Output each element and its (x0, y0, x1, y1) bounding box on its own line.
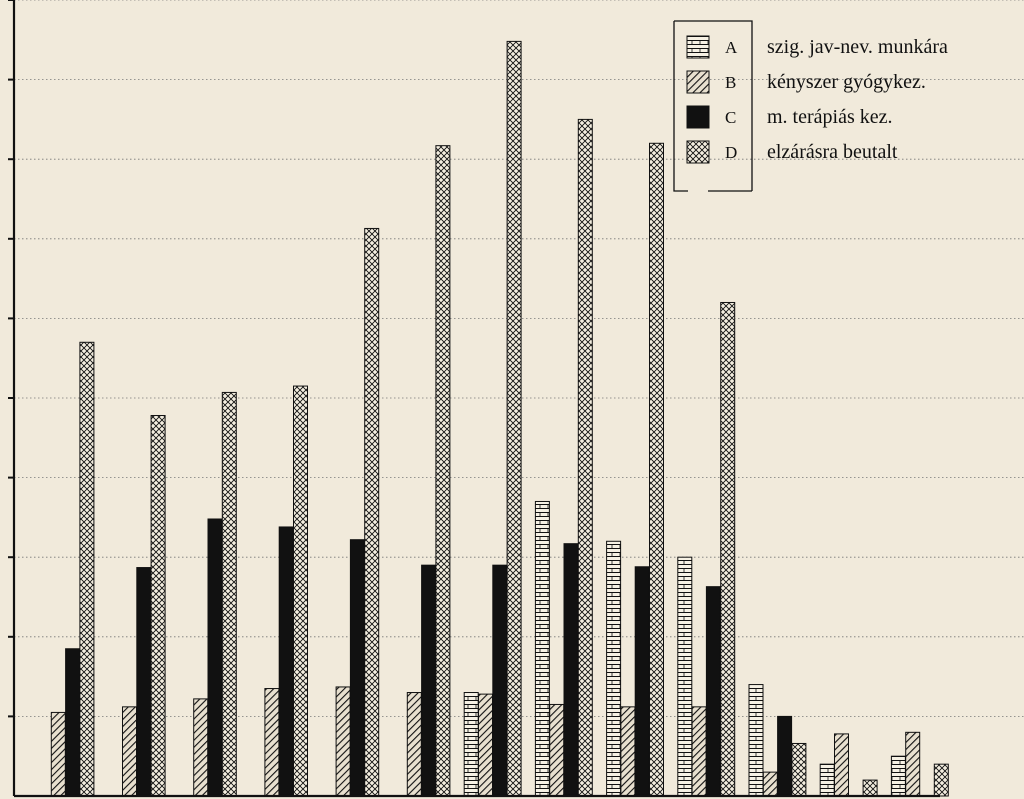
bar-d-8 (577, 118, 593, 797)
bar-b-3 (193, 698, 209, 797)
bar-a-10 (677, 556, 693, 797)
bar-a-9 (606, 540, 622, 797)
bar-c-8 (563, 543, 579, 797)
legend-swatch-d (686, 140, 710, 164)
bar-b-9 (620, 706, 636, 797)
legend-label-a: szig. jav-nev. munkára (767, 36, 948, 58)
bar-c-2 (136, 567, 152, 797)
bar-d-5 (364, 227, 380, 797)
bar-b-13 (905, 731, 921, 797)
bar-d-6 (435, 145, 451, 797)
bar-c-11 (777, 715, 793, 797)
legend-key-c: C (725, 108, 736, 127)
legend-label-b: kényszer gyógykez. (767, 71, 926, 93)
bar-c-9 (634, 566, 650, 797)
legend-label-c: m. terápiás kez. (767, 106, 893, 128)
bar-d-4 (293, 385, 308, 797)
bar-c-6 (421, 564, 437, 797)
bar-c-5 (349, 539, 365, 797)
bar-b-1 (50, 711, 66, 797)
legend-frame (673, 20, 753, 192)
bar-a-13 (890, 755, 906, 797)
bar-d-10 (720, 301, 736, 797)
bar-b-10 (691, 706, 707, 797)
legend-swatch-b (686, 70, 710, 94)
bar-d-7 (506, 40, 522, 797)
bar-b-5 (335, 686, 351, 797)
axes (8, 0, 940, 798)
legend-swatch-c (686, 105, 710, 129)
bar-c-3 (207, 518, 223, 797)
bar-a-11 (748, 684, 764, 797)
bar-c-4 (278, 526, 294, 797)
legend-label-d: elzárásra beutalt (767, 141, 898, 163)
bar-d-3 (221, 391, 237, 797)
legend-key-b: B (725, 73, 736, 92)
bars (50, 40, 949, 797)
bar-d-11 (791, 742, 807, 797)
bar-a-7 (463, 692, 479, 797)
bar-b-11 (762, 771, 778, 797)
bar-b-2 (122, 706, 137, 797)
bar-d-2 (150, 415, 166, 797)
bar-d-9 (649, 142, 664, 797)
legend-key-d: D (725, 143, 737, 162)
bar-b-12 (834, 733, 849, 797)
bar-b-7 (478, 693, 493, 797)
bar-d-12 (862, 779, 878, 797)
bar-a-8 (534, 500, 550, 797)
bar-b-6 (406, 692, 422, 797)
bar-c-7 (492, 564, 508, 797)
bar-a-12 (819, 763, 835, 797)
bar-c-1 (65, 648, 81, 797)
bar-d-13 (933, 763, 949, 797)
bar-d-1 (79, 341, 95, 797)
bar-b-8 (549, 703, 565, 797)
legend-swatch-a (686, 35, 710, 59)
bar-c-10 (705, 586, 721, 797)
bar-b-4 (264, 688, 280, 797)
legend-key-a: A (725, 38, 738, 57)
